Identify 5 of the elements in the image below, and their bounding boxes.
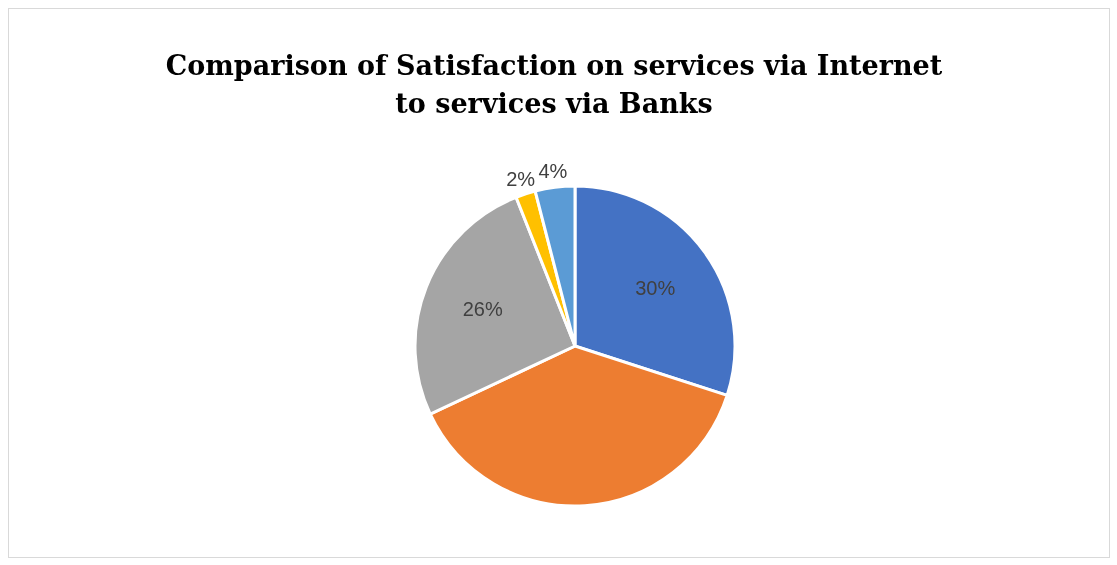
data-label: 30% [635, 276, 676, 299]
data-label: 2% [506, 167, 536, 190]
data-label: 4% [538, 160, 568, 183]
chart-title: Comparison of Satisfaction on services via Internet to services via Banks [164, 49, 944, 121]
data-label: 26% [462, 298, 503, 321]
